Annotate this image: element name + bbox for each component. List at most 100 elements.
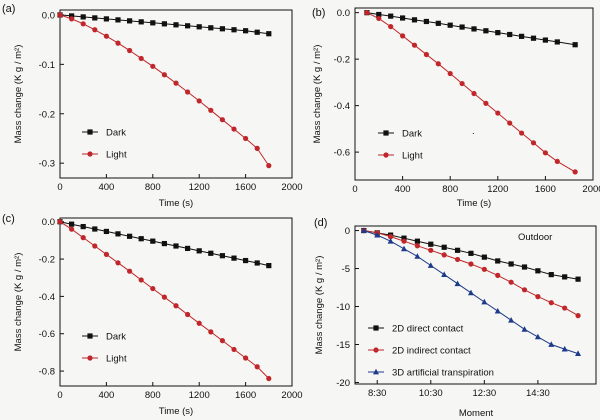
- data-point: [534, 333, 541, 340]
- data-point: [69, 13, 75, 19]
- series-line-light: [366, 12, 576, 173]
- data-point: [69, 221, 75, 227]
- x-tick-label: 12:30: [472, 388, 496, 399]
- data-point: [467, 289, 474, 296]
- data-point: [80, 14, 86, 20]
- data-point: [138, 236, 144, 242]
- data-point: [548, 300, 554, 306]
- data-point: [387, 237, 394, 244]
- data-point: [530, 35, 537, 41]
- data-point: [364, 10, 370, 16]
- data-point: [441, 244, 447, 250]
- legend-label: Light: [106, 354, 127, 365]
- data-point: [173, 80, 179, 86]
- x-tick-label: 1600: [235, 182, 256, 193]
- data-point: [92, 243, 98, 249]
- y-tick-label: -10: [336, 302, 350, 313]
- data-point: [572, 169, 578, 175]
- x-tick-label: 1200: [189, 182, 210, 193]
- y-tick-label: -20: [336, 378, 350, 389]
- data-point: [150, 238, 156, 244]
- panel-label-a: (a): [2, 3, 15, 15]
- data-point: [243, 257, 249, 264]
- legend-label: Light: [106, 150, 127, 161]
- data-point: [414, 253, 421, 259]
- axes-a: 0 400 800 1200 1600 2000 0.0 -0.1 -0.2 -0.3: [39, 9, 303, 193]
- x-tick-label: 2000: [281, 390, 302, 401]
- plot-frame-a: [59, 9, 293, 179]
- data-point: [115, 231, 121, 237]
- data-point: [161, 240, 167, 247]
- annotation-dot-b: .: [472, 126, 475, 137]
- data-point: [535, 268, 541, 274]
- data-point: [519, 33, 525, 39]
- y-tick-label: -0.2: [39, 255, 55, 266]
- data-point: [459, 24, 465, 30]
- data-point: [575, 350, 582, 357]
- data-point: [266, 263, 272, 269]
- data-point: [173, 243, 179, 249]
- data-point: [548, 272, 554, 278]
- data-point: [428, 241, 434, 247]
- data-point: [575, 313, 581, 319]
- x-axis-label-d: Moment: [459, 408, 494, 419]
- legend-label: Light: [402, 151, 423, 162]
- data-point: [521, 326, 528, 332]
- panel-label-d: (d): [314, 217, 327, 229]
- data-point: [92, 27, 98, 33]
- data-point: [254, 260, 260, 266]
- data-point: [495, 30, 501, 36]
- data-point: [254, 145, 260, 151]
- y-tick-label: -0.2: [39, 109, 55, 120]
- data-point: [219, 253, 225, 259]
- data-point: [471, 90, 477, 97]
- data-point: [115, 40, 121, 46]
- data-point: [435, 61, 441, 67]
- y-tick-label: -0.8: [39, 367, 55, 378]
- data-point: [562, 274, 568, 280]
- data-point: [208, 250, 214, 256]
- data-point: [208, 25, 214, 31]
- data-point: [231, 126, 237, 132]
- data-point: [494, 307, 501, 314]
- data-point: [548, 341, 555, 347]
- data-point: [400, 15, 406, 21]
- data-point: [423, 18, 429, 25]
- data-point: [411, 42, 418, 48]
- data-point: [376, 11, 382, 18]
- x-tick-label: 8:30: [368, 388, 387, 399]
- legend-a: Dark Light: [82, 128, 127, 161]
- y-tick-label: -15: [336, 340, 350, 351]
- data-point: [401, 245, 408, 252]
- x-tick-label: 1200: [487, 184, 508, 195]
- data-point: [495, 110, 501, 116]
- data-point: [454, 280, 461, 287]
- legend-label: 3D artificial transpiration: [392, 368, 494, 379]
- plot-frame-d: [354, 225, 597, 385]
- legend-c: Dark Light: [82, 332, 127, 365]
- data-point: [454, 247, 461, 253]
- data-point: [243, 135, 249, 142]
- panel-label-c: (c): [2, 213, 15, 225]
- legend-label: Dark: [106, 128, 126, 139]
- y-axis-label-d: Mass change (K g / m²): [314, 256, 325, 355]
- data-point: [376, 15, 382, 22]
- data-point: [69, 226, 75, 232]
- data-point: [481, 266, 487, 272]
- axes-c: 0 400 800 1200 1600 2000 0.0 -0.2 -0.4 -0.6 -0.8: [39, 217, 303, 401]
- data-point: [173, 303, 179, 309]
- data-point: [150, 63, 156, 69]
- y-tick-label: -0.6: [334, 148, 350, 159]
- x-tick-label: 800: [442, 184, 458, 195]
- data-point: [388, 234, 394, 240]
- data-point: [471, 26, 477, 32]
- legend-marker: [373, 368, 379, 375]
- data-point: [57, 12, 63, 18]
- data-point: [400, 33, 406, 39]
- data-point: [535, 294, 541, 300]
- legend-marker: [373, 325, 379, 331]
- data-point: [427, 262, 434, 268]
- data-point: [374, 231, 381, 238]
- x-tick-label: 10:30: [419, 388, 443, 399]
- data-point: [208, 329, 214, 335]
